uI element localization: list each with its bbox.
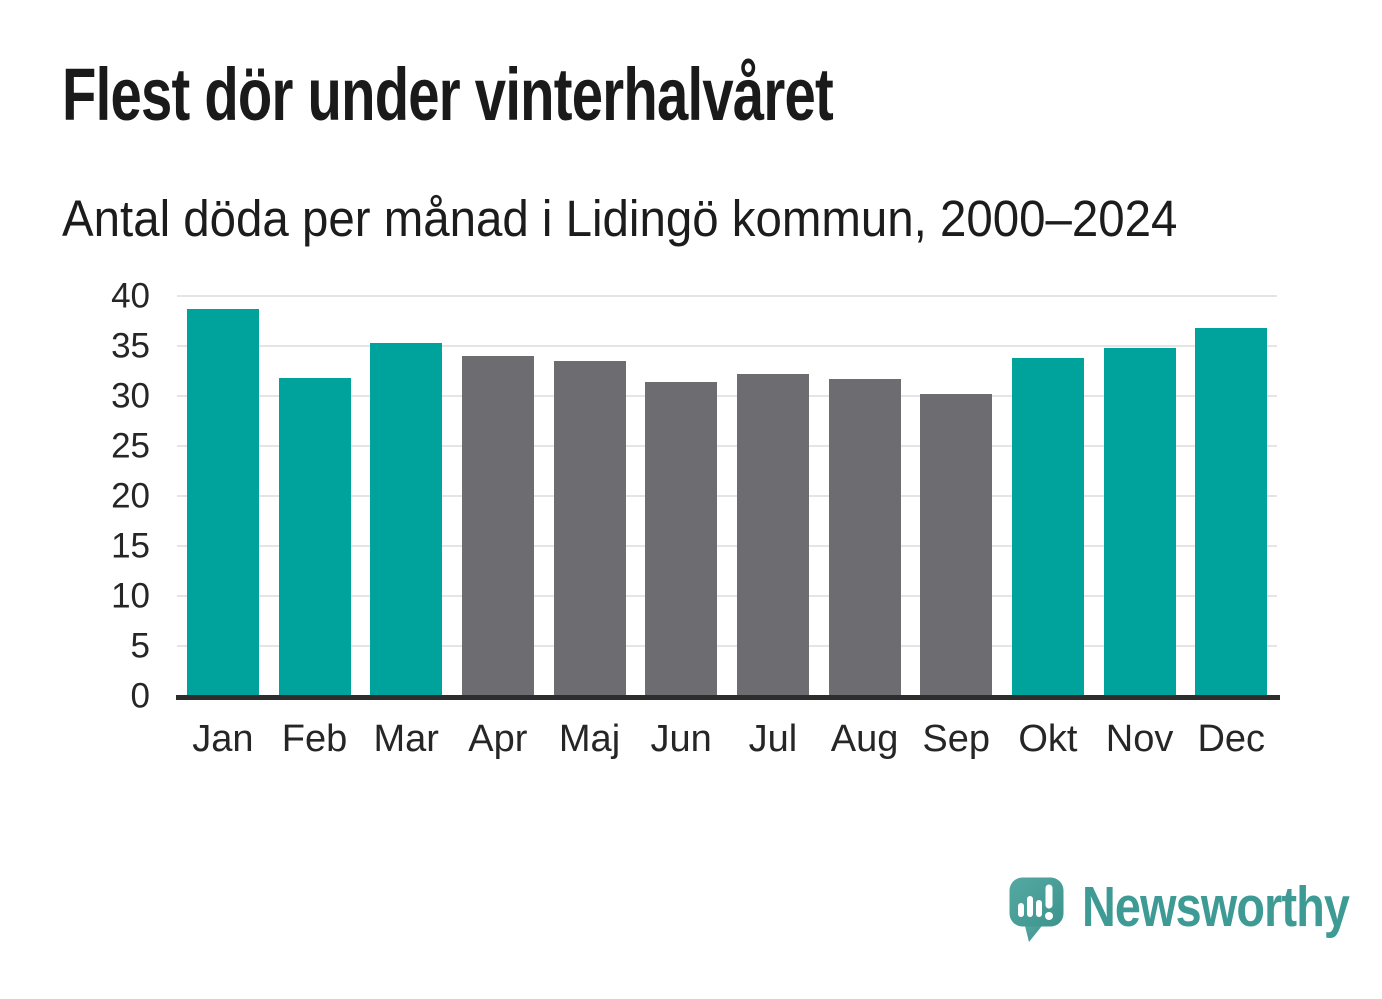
gridline-15: [177, 545, 1277, 547]
plot-area: [177, 295, 1277, 696]
bar-feb: [278, 378, 351, 696]
bar-slot-sep: [910, 394, 1002, 696]
y-tick-label-15: 15: [111, 526, 150, 566]
bar-mar: [370, 343, 443, 696]
y-tick-label-20: 20: [111, 476, 150, 516]
bar-slot-aug: [819, 379, 911, 696]
bar-slot-mar: [360, 343, 452, 696]
x-tick-label-apr: Apr: [468, 718, 528, 760]
y-tick-label-30: 30: [111, 376, 150, 416]
x-tick-label-okt: Okt: [1018, 718, 1078, 760]
gridline-5: [177, 645, 1277, 647]
newsworthy-wordmark: Newsworthy: [1082, 875, 1350, 939]
y-tick-label-40: 40: [111, 276, 150, 316]
y-tick-label-5: 5: [130, 626, 150, 666]
bar-jul: [736, 374, 809, 696]
x-tick-label-jul: Jul: [748, 718, 798, 760]
newsworthy-logo: Newsworthy: [1008, 874, 1350, 964]
bar-maj: [553, 361, 626, 696]
bar-slot-apr: [452, 356, 544, 696]
bar-slot-jul: [727, 374, 819, 696]
gridline-25: [177, 445, 1277, 447]
bar-series: [177, 296, 1277, 696]
y-tick-label-0: 0: [130, 676, 150, 716]
bar-jun: [645, 382, 718, 696]
bar-aug: [828, 379, 901, 696]
x-axis-labels: Jan Feb Mar Apr Maj Jun Jul Aug Sep Okt Nov Dec: [177, 718, 1277, 761]
x-tick-label-dec: Dec: [1197, 718, 1266, 760]
gridline-20: [177, 495, 1277, 497]
y-tick-label-10: 10: [111, 576, 150, 616]
bar-slot-jan: [177, 309, 269, 696]
bar-slot-dec: [1185, 328, 1277, 696]
x-tick-label-aug: Aug: [830, 718, 899, 760]
bar-slot-feb: [269, 378, 361, 696]
x-tick-label-nov: Nov: [1105, 718, 1174, 760]
x-tick-label-sep: Sep: [922, 718, 991, 760]
bar-slot-nov: [1094, 348, 1186, 696]
x-tick-label-jun: Jun: [650, 718, 712, 760]
x-tick-label-mar: Mar: [373, 718, 439, 760]
bar-slot-jun: [635, 382, 727, 696]
gridline-40: [177, 295, 1277, 297]
y-tick-label-25: 25: [111, 426, 150, 466]
bar-jan: [186, 309, 259, 696]
bar-slot-maj: [544, 361, 636, 696]
gridline-10: [177, 595, 1277, 597]
speech-bubble-bar-chart-icon: [1009, 877, 1064, 942]
y-axis-labels: 0 5 10 15 20 25 30 35 40: [0, 279, 150, 714]
x-tick-label-feb: Feb: [281, 718, 348, 760]
bar-dec: [1195, 328, 1268, 696]
x-tick-label-jan: Jan: [192, 718, 254, 760]
bar-nov: [1103, 348, 1176, 696]
gridline-35: [177, 345, 1277, 347]
x-tick-label-maj: Maj: [558, 718, 621, 760]
bar-apr: [461, 356, 534, 696]
bar-sep: [920, 394, 993, 696]
y-tick-label-35: 35: [111, 326, 150, 366]
x-axis-line: [176, 695, 1280, 700]
bar-okt: [1011, 358, 1084, 696]
chart-title: Flest dör under vinterhalvåret: [62, 53, 834, 136]
bar-slot-okt: [1002, 358, 1094, 696]
gridline-30: [177, 395, 1277, 397]
chart-subtitle: Antal döda per månad i Lidingö kommun, 2…: [62, 190, 1178, 247]
